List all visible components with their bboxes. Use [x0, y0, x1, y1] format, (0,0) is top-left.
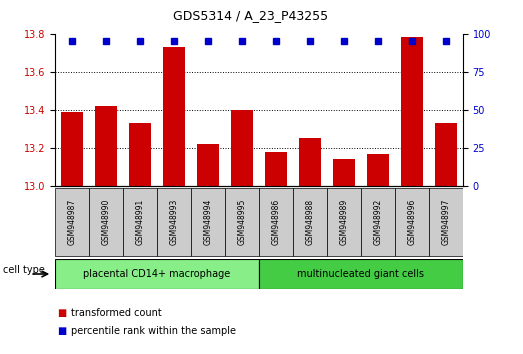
Bar: [401, 38, 423, 186]
Bar: [435, 123, 457, 186]
Text: GDS5314 / A_23_P43255: GDS5314 / A_23_P43255: [174, 9, 328, 22]
Bar: [55, 259, 259, 289]
Text: GSM948995: GSM948995: [237, 199, 246, 245]
Text: GSM948997: GSM948997: [441, 199, 450, 245]
Bar: [259, 188, 292, 256]
Text: GSM948992: GSM948992: [373, 199, 382, 245]
Bar: [429, 188, 462, 256]
Text: multinucleated giant cells: multinucleated giant cells: [298, 269, 424, 279]
Bar: [327, 188, 360, 256]
Text: percentile rank within the sample: percentile rank within the sample: [71, 326, 235, 336]
Text: GSM948991: GSM948991: [135, 199, 144, 245]
Bar: [55, 188, 88, 256]
Bar: [197, 144, 219, 186]
Bar: [265, 152, 287, 186]
Bar: [395, 188, 428, 256]
Text: ■: ■: [58, 308, 67, 318]
Bar: [293, 188, 326, 256]
Bar: [361, 188, 394, 256]
Bar: [89, 188, 122, 256]
Bar: [259, 259, 463, 289]
Bar: [231, 110, 253, 186]
Text: GSM948994: GSM948994: [203, 199, 212, 245]
Text: GSM948990: GSM948990: [101, 199, 110, 245]
Bar: [333, 159, 355, 186]
Bar: [129, 123, 151, 186]
Text: GSM948996: GSM948996: [407, 199, 416, 245]
Bar: [367, 154, 389, 186]
Bar: [95, 106, 117, 186]
Text: ■: ■: [58, 326, 67, 336]
Text: GSM948987: GSM948987: [67, 199, 76, 245]
Text: GSM948986: GSM948986: [271, 199, 280, 245]
Text: GSM948988: GSM948988: [305, 199, 314, 245]
Bar: [299, 138, 321, 186]
Bar: [157, 188, 190, 256]
Bar: [191, 188, 224, 256]
Bar: [61, 112, 83, 186]
Bar: [163, 47, 185, 186]
Text: cell type: cell type: [3, 266, 44, 275]
Text: transformed count: transformed count: [71, 308, 162, 318]
Text: GSM948989: GSM948989: [339, 199, 348, 245]
Bar: [123, 188, 156, 256]
Text: GSM948993: GSM948993: [169, 199, 178, 245]
Bar: [225, 188, 258, 256]
Text: placental CD14+ macrophage: placental CD14+ macrophage: [83, 269, 231, 279]
